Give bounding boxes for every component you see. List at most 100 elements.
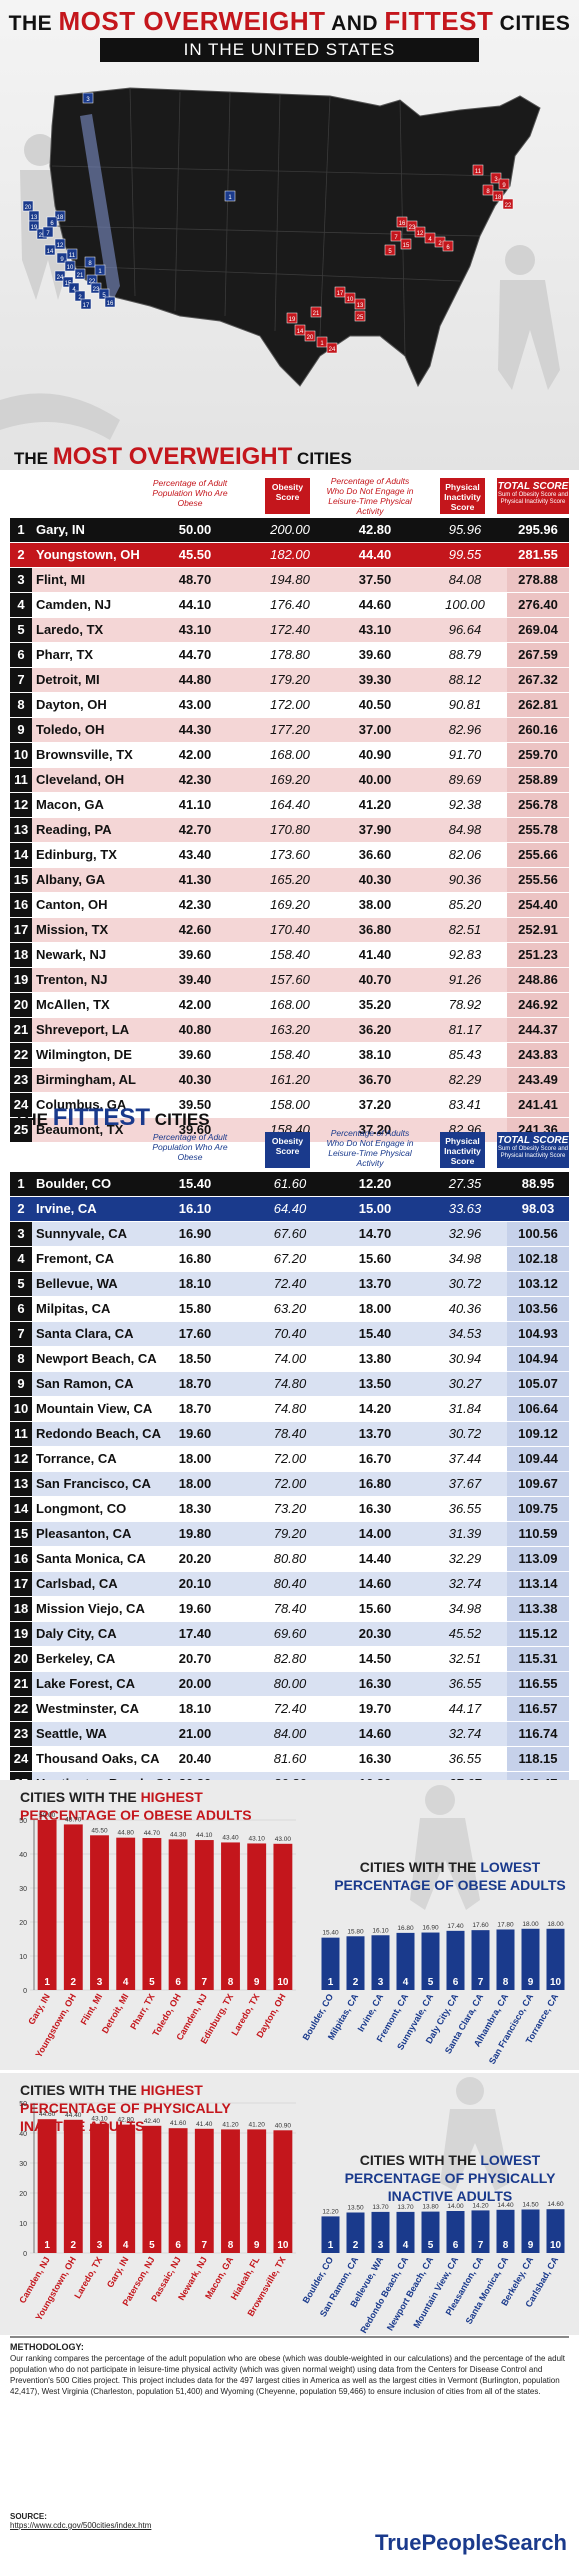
row-inactive-pct: 37.00 <box>358 722 392 737</box>
row-obesity-score: 63.20 <box>273 1301 307 1316</box>
row-city: Dayton, OH <box>36 697 107 712</box>
row-rank: 10 <box>10 1397 32 1421</box>
row-obese-pct: 39.50 <box>178 1097 212 1112</box>
row-total-score: 116.74 <box>507 1722 569 1746</box>
row-obese-pct: 18.00 <box>178 1451 212 1466</box>
row-obesity-score: 178.80 <box>270 647 310 662</box>
map-marker: 13 <box>354 298 366 310</box>
row-city: Macon, GA <box>36 797 104 812</box>
us-map-shape <box>49 87 541 388</box>
header-banner: THE MOST OVERWEIGHT AND FITTEST CITIES I… <box>0 0 579 470</box>
bar-rank-label: 7 <box>202 1977 208 1988</box>
row-city: Reading, PA <box>36 822 112 837</box>
row-city: Beaumont, TX <box>36 1122 124 1137</box>
row-inactivity-score: 92.38 <box>448 797 482 812</box>
map-marker: 7 <box>390 230 402 242</box>
source-url[interactable]: https://www.cdc.gov/500cities/index.htm <box>10 2521 152 2530</box>
bar-rank-label: 8 <box>503 1977 509 1988</box>
table-row: 7 Detroit, MI 44.80 179.20 39.30 88.12 267.32 <box>10 668 569 692</box>
map-east-markers: 1139818221623124267155171013142012419212… <box>286 164 514 354</box>
title-part: THE <box>8 12 59 35</box>
row-rank: 23 <box>10 1068 32 1092</box>
row-total-score: 269.04 <box>507 618 569 642</box>
bar <box>37 2119 57 2253</box>
bar <box>90 2123 109 2253</box>
bar <box>521 1928 540 1990</box>
row-total-score: 98.03 <box>521 1201 555 1216</box>
row-total-score: 104.94 <box>507 1347 569 1371</box>
row-inactivity-score: 91.70 <box>448 747 482 762</box>
table-row: 16 Canton, OH 42.30 169.20 38.00 85.20 254.40 <box>10 893 569 917</box>
row-inactivity-score: 34.98 <box>448 1601 482 1616</box>
row-obesity-score: 170.80 <box>270 822 310 837</box>
map-center-markers: 1 <box>224 190 236 202</box>
row-obese-pct: 15.40 <box>178 1176 212 1191</box>
bar <box>247 1843 267 1990</box>
row-inactive-pct: 41.20 <box>358 797 392 812</box>
row-inactivity-score: 85.43 <box>448 1047 482 1062</box>
category-label: Pharr, TX <box>128 1992 156 2031</box>
map-marker-label: 12 <box>57 243 64 249</box>
table-row: 9 Toledo, OH 44.30 177.20 37.00 82.96 260.16 <box>10 718 569 742</box>
y-tick-label: 10 <box>19 1954 27 1961</box>
bar-value-label: 14.00 <box>447 2203 464 2210</box>
row-inactive-pct: 16.70 <box>358 1451 392 1466</box>
row-obese-pct: 15.80 <box>178 1301 212 1316</box>
title-part: HIGHEST <box>140 2082 203 2098</box>
row-obesity-score: 81.60 <box>273 1751 307 1766</box>
bar-value-label: 15.40 <box>322 1930 339 1937</box>
row-total-score: 254.40 <box>507 893 569 917</box>
row-obese-pct: 16.80 <box>178 1251 212 1266</box>
title-part: CITIES <box>292 449 352 468</box>
bar <box>168 2128 188 2253</box>
row-rank: 8 <box>10 1347 32 1371</box>
row-total-score: 118.15 <box>507 1747 569 1771</box>
row-inactivity-score: 83.41 <box>448 1097 482 1112</box>
col-obese-header: Percentage of Adult Population Who Are O… <box>152 478 228 508</box>
row-obese-pct: 18.50 <box>178 1351 212 1366</box>
row-obese-pct: 45.50 <box>178 547 212 562</box>
map-marker: 1 <box>224 190 236 202</box>
row-rank: 24 <box>10 1093 32 1117</box>
map-marker: 3 <box>490 172 502 184</box>
fittest-section-title: THE FITTEST CITIES <box>14 1104 210 1132</box>
row-total-score: 110.59 <box>507 1522 569 1546</box>
bar-value-label: 44.40 <box>65 2112 82 2119</box>
row-rank: 20 <box>10 1647 32 1671</box>
row-rank: 5 <box>10 618 32 642</box>
bar-rank-label: 1 <box>328 1977 334 1988</box>
bar-value-label: 43.10 <box>91 2116 108 2123</box>
table-row: 6 Milpitas, CA 15.80 63.20 18.00 40.36 103.56 <box>10 1297 569 1321</box>
row-total-score: 267.59 <box>507 643 569 667</box>
row-obese-pct: 18.70 <box>178 1376 212 1391</box>
table-row: 23 Birmingham, AL 40.30 161.20 36.70 82.29 243… <box>10 1068 569 1092</box>
title-part: CITIES <box>150 1110 210 1129</box>
table-row: 22 Westminster, CA 18.10 72.40 19.70 44.17 116… <box>10 1697 569 1721</box>
row-city: Brownsville, TX <box>36 747 133 762</box>
bar <box>421 2211 440 2253</box>
bar-value-label: 18.00 <box>547 1921 564 1928</box>
row-inactivity-score: 37.67 <box>448 1476 482 1491</box>
row-inactive-pct: 14.40 <box>358 1551 392 1566</box>
row-rank: 2 <box>17 547 25 562</box>
row-obese-pct: 43.10 <box>178 622 212 637</box>
row-obese-pct: 43.40 <box>178 847 212 862</box>
map-marker: 16 <box>396 216 408 228</box>
table-row: 23 Seattle, WA 21.00 84.00 14.60 32.74 116.74 <box>10 1722 569 1746</box>
map-marker-label: 14 <box>47 249 54 255</box>
row-rank: 14 <box>10 843 32 867</box>
bar-rank-label: 4 <box>403 1977 409 1988</box>
map-marker: 1 <box>316 336 328 348</box>
row-obesity-score: 82.80 <box>273 1651 307 1666</box>
california-highlight <box>80 114 120 306</box>
row-city: Birmingham, AL <box>36 1072 136 1087</box>
row-inactive-pct: 44.40 <box>358 547 392 562</box>
map-marker-label: 4 <box>428 237 432 243</box>
row-inactive-pct: 40.50 <box>358 697 392 712</box>
row-inactivity-score: 44.17 <box>448 1701 482 1716</box>
row-inactivity-score: 30.72 <box>448 1276 482 1291</box>
row-obese-pct: 48.70 <box>178 572 212 587</box>
y-tick-label: 0 <box>23 2251 27 2258</box>
map-marker-label: 4 <box>72 287 76 293</box>
bar-value-label: 18.00 <box>522 1921 539 1928</box>
